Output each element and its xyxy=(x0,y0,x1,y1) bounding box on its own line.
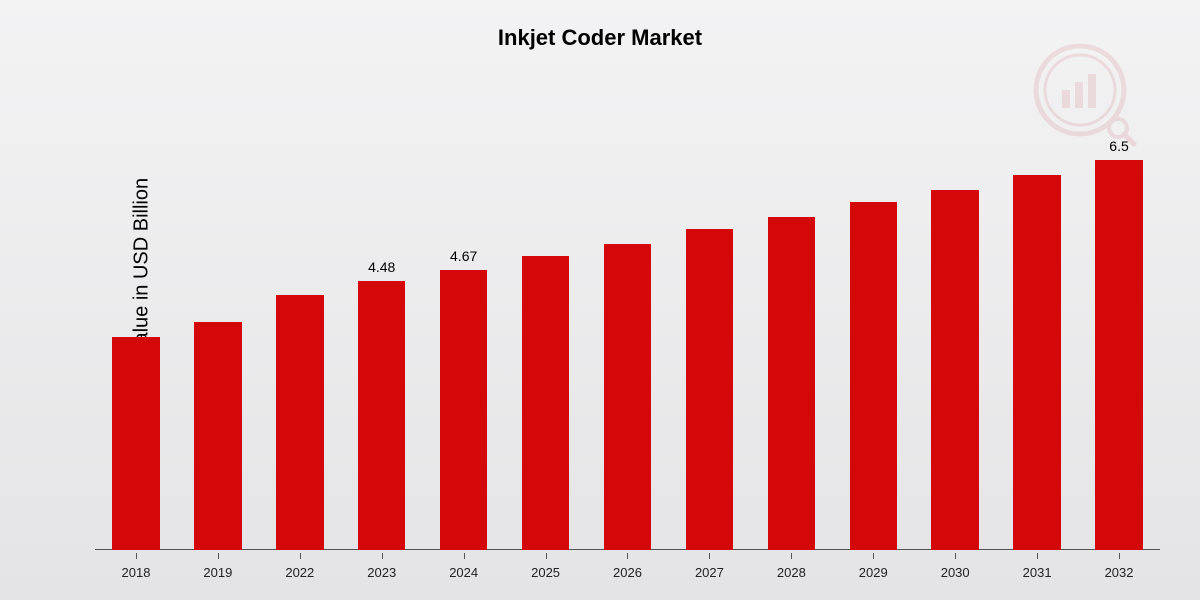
bar xyxy=(522,256,570,550)
bars-container: 4.484.67 6.5 xyxy=(95,130,1160,550)
bar-slot xyxy=(95,130,177,550)
chart-title: Inkjet Coder Market xyxy=(0,25,1200,51)
x-tick-label: 2022 xyxy=(259,565,341,580)
x-tick-label: 2026 xyxy=(587,565,669,580)
bar-slot xyxy=(177,130,259,550)
bar xyxy=(440,270,488,550)
x-axis-ticks: 2018201920222023202420252026202720282029… xyxy=(95,565,1160,580)
bar-slot: 4.48 xyxy=(341,130,423,550)
bar xyxy=(112,337,160,550)
bar-slot: 4.67 xyxy=(423,130,505,550)
bar-slot xyxy=(996,130,1078,550)
x-tick-label: 2023 xyxy=(341,565,423,580)
x-tick-label: 2024 xyxy=(423,565,505,580)
bar xyxy=(276,295,324,550)
x-tick-label: 2031 xyxy=(996,565,1078,580)
bar xyxy=(604,244,652,550)
bar-slot xyxy=(587,130,669,550)
bar-slot xyxy=(750,130,832,550)
x-tick-label: 2029 xyxy=(832,565,914,580)
bar xyxy=(358,281,406,550)
bar-slot xyxy=(668,130,750,550)
bar-slot xyxy=(832,130,914,550)
x-tick-label: 2018 xyxy=(95,565,177,580)
bar-value-label: 6.5 xyxy=(1078,138,1160,154)
x-tick-label: 2028 xyxy=(750,565,832,580)
bar-slot: 6.5 xyxy=(1078,130,1160,550)
bar-slot xyxy=(259,130,341,550)
bar xyxy=(850,202,898,550)
bar-value-label: 4.67 xyxy=(423,248,505,264)
x-tick-label: 2025 xyxy=(505,565,587,580)
bar xyxy=(931,190,979,550)
plot-area: 4.484.676.5 2018201920222023202420252026… xyxy=(95,130,1160,550)
bar-value-label: 4.48 xyxy=(341,259,423,275)
bar xyxy=(1095,160,1143,550)
bar xyxy=(768,217,816,550)
bar xyxy=(686,229,734,550)
bar xyxy=(1013,175,1061,550)
x-tick-label: 2027 xyxy=(668,565,750,580)
bar-slot xyxy=(914,130,996,550)
x-tick-label: 2032 xyxy=(1078,565,1160,580)
x-tick-label: 2019 xyxy=(177,565,259,580)
bar xyxy=(194,322,242,550)
x-tick-label: 2030 xyxy=(914,565,996,580)
bar-slot xyxy=(505,130,587,550)
